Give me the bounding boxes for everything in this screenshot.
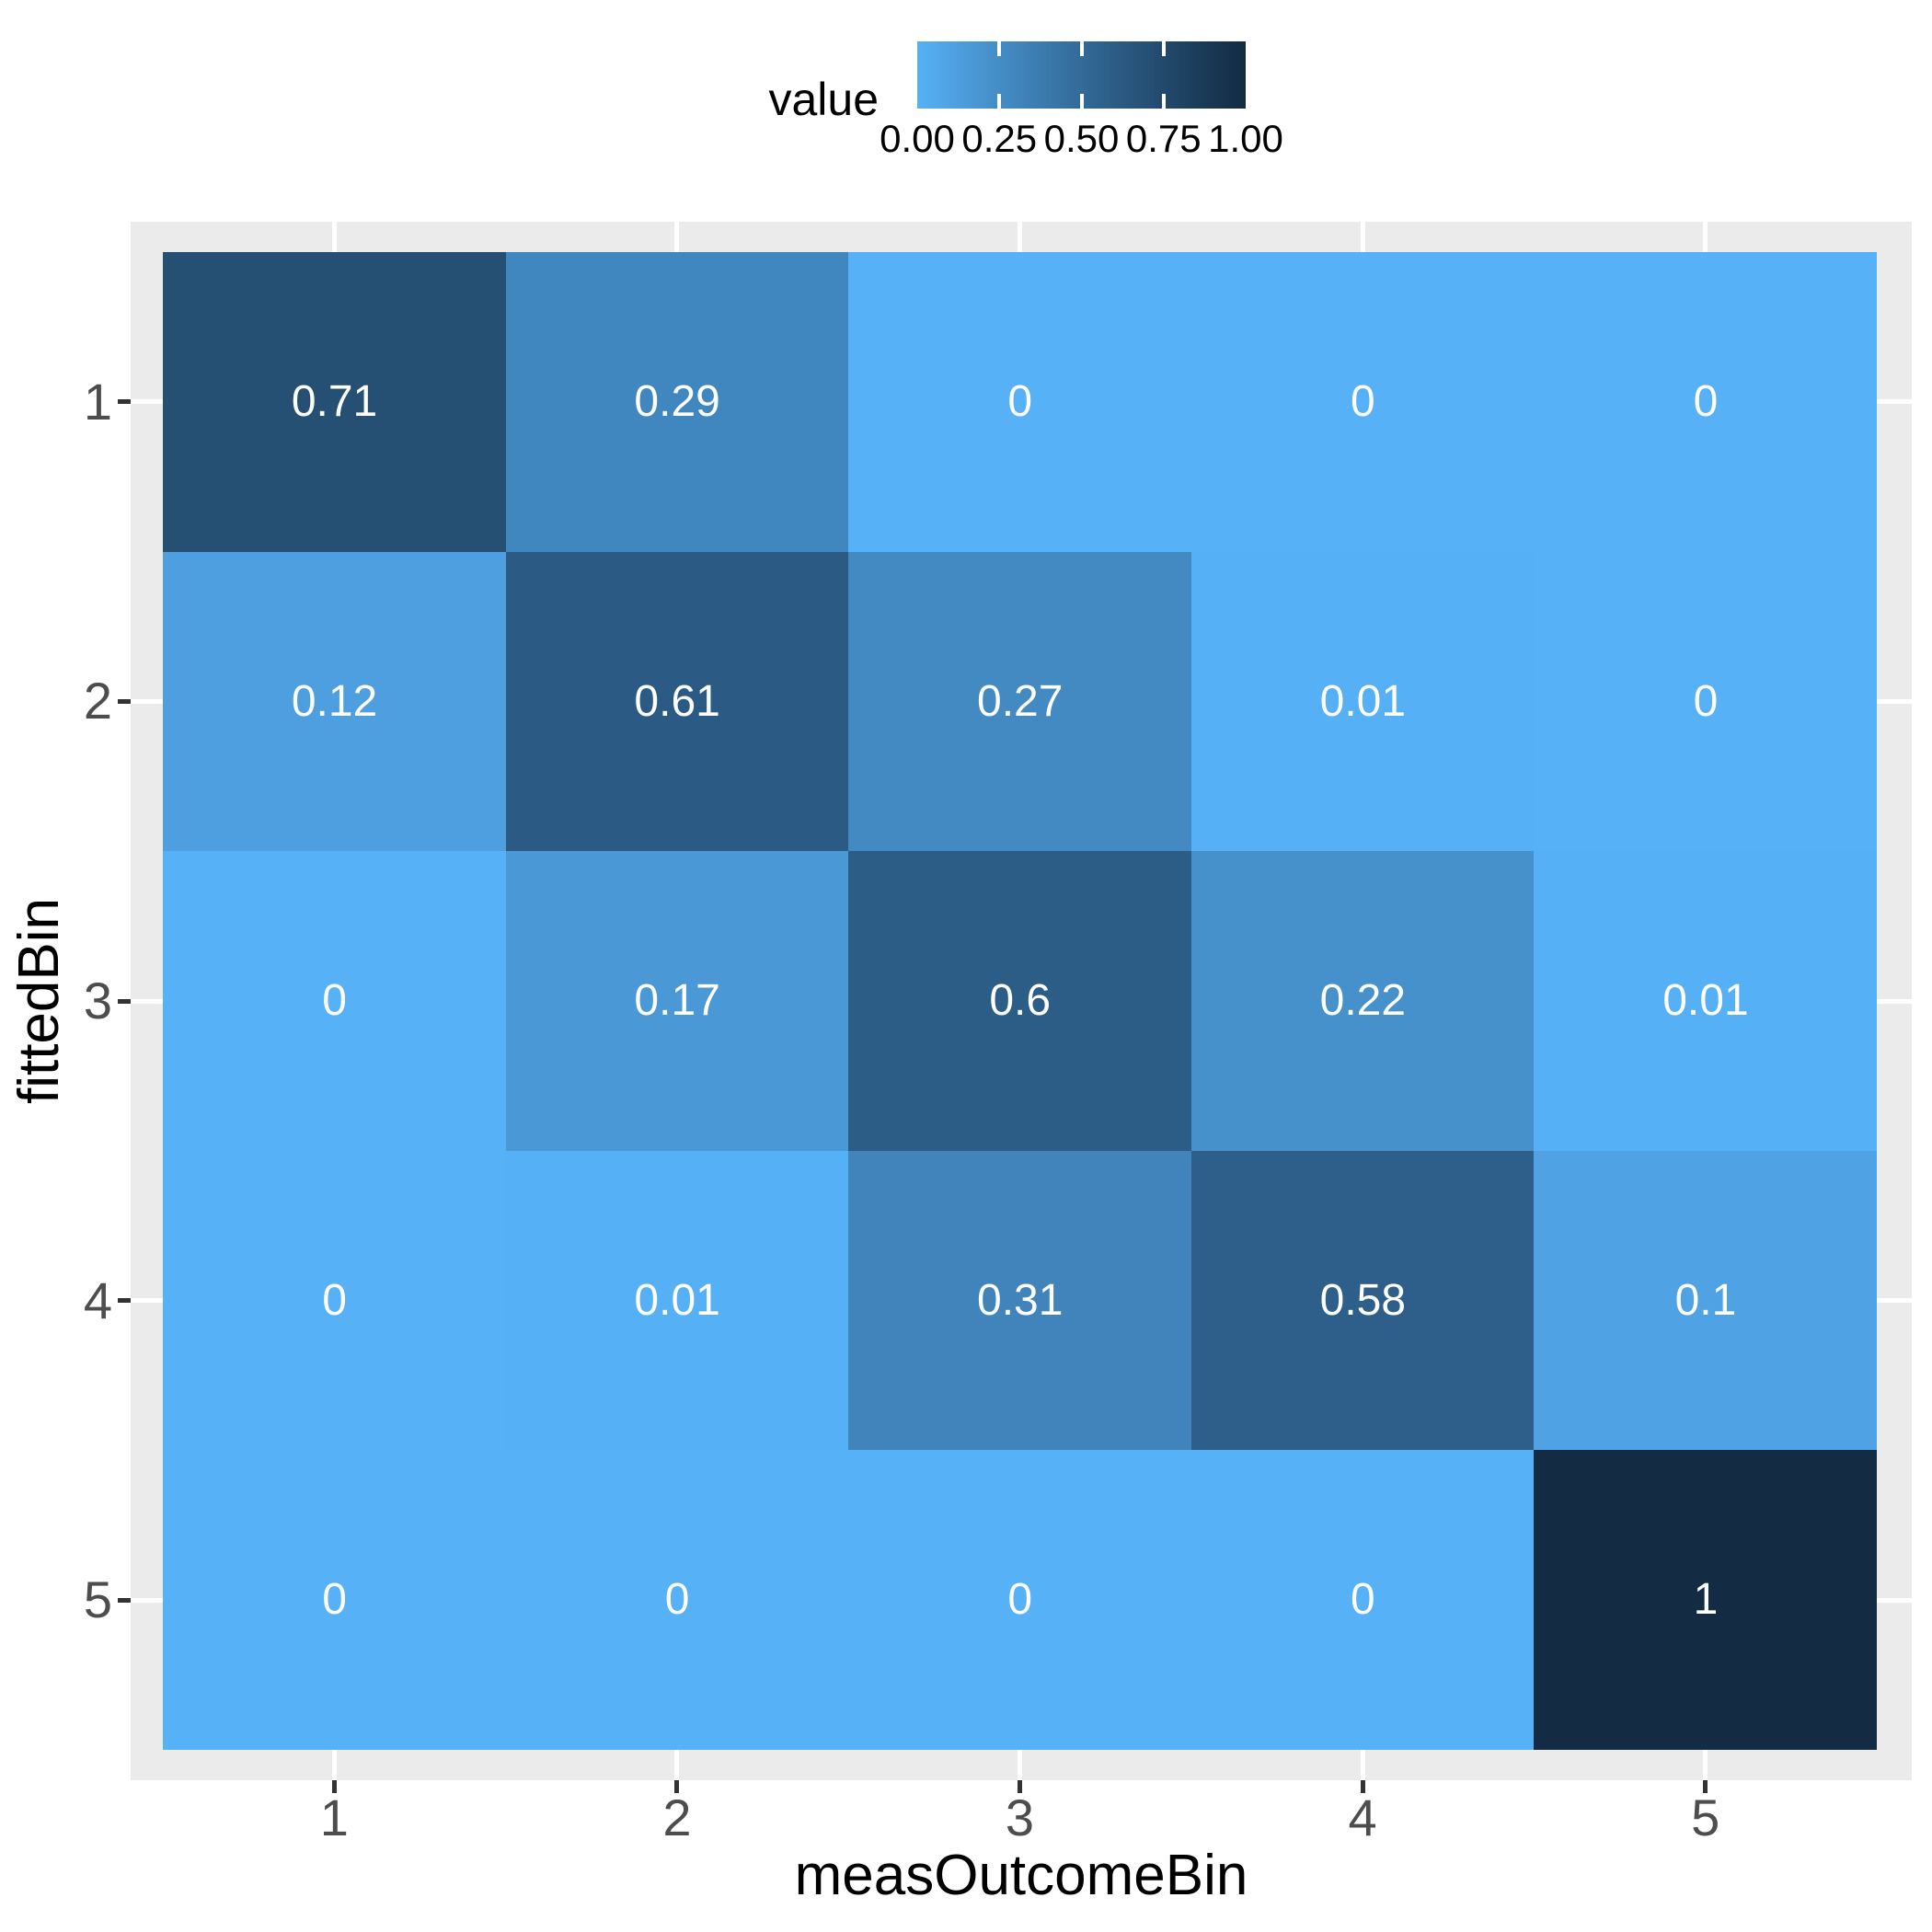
heatmap-cell: 0: [505, 1450, 849, 1751]
heatmap-cell: 0.01: [1534, 851, 1878, 1152]
cell-value-label: 0: [1693, 377, 1719, 427]
heatmap-cell: 0.1: [1534, 1150, 1878, 1451]
x-tick-mark: [1360, 1780, 1365, 1793]
legend-colorbar-tick: [1079, 94, 1084, 109]
y-tick-label: 2: [83, 672, 112, 730]
cell-value-label: 0: [1350, 1575, 1375, 1625]
heatmap-cell: 0: [848, 1450, 1192, 1751]
legend-colorbar: [917, 41, 1246, 109]
heatmap-cell: 0.71: [163, 252, 507, 553]
legend-tick-label: 0.00: [880, 117, 955, 160]
x-tick-mark: [674, 1780, 680, 1793]
legend-title: value: [768, 74, 879, 125]
legend-colorbar-tick: [1161, 41, 1166, 56]
cell-value-label: 0.61: [634, 676, 720, 726]
cell-value-label: 0.1: [1674, 1275, 1737, 1325]
legend-tick-label: 0.25: [961, 117, 1038, 160]
y-tick-mark: [118, 399, 131, 405]
cell-value-label: 0: [322, 1575, 347, 1625]
heatmap-cell: 0.31: [848, 1150, 1192, 1451]
cell-value-label: 0: [664, 1575, 690, 1625]
y-axis-title: fittedBin: [7, 897, 71, 1105]
legend-tick-label: 0.50: [1043, 117, 1120, 160]
heatmap-cell: 0: [848, 252, 1192, 553]
heatmap-cell: 0.01: [1190, 551, 1535, 852]
heatmap-cell: 0: [1534, 252, 1878, 553]
legend-colorbar-tick: [1161, 94, 1166, 109]
x-tick-mark: [331, 1780, 337, 1793]
cell-value-label: 0.01: [1662, 976, 1749, 1026]
x-tick-label: 2: [662, 1788, 692, 1846]
cell-value-label: 0: [322, 976, 347, 1026]
x-tick-label: 3: [1005, 1788, 1035, 1846]
y-tick-mark: [118, 1597, 131, 1603]
heatmap-cell: 0.27: [848, 551, 1192, 852]
x-tick-label: 4: [1348, 1788, 1377, 1846]
heatmap-cell: 0.58: [1190, 1150, 1535, 1451]
legend-tick-label: 0.75: [1125, 117, 1202, 160]
heatmap-cell: 0.01: [505, 1150, 849, 1451]
cell-value-label: 0.22: [1319, 976, 1407, 1026]
x-tick-label: 5: [1691, 1788, 1720, 1846]
heatmap-cell: 0.29: [505, 252, 849, 553]
heatmap-cell: 0: [163, 851, 507, 1152]
cell-value-label: 0: [1007, 377, 1033, 427]
y-tick-mark: [118, 698, 131, 704]
plot-panel: 0.71 0.29 0 0 0 0.12 0.61 0.27 0.01 0 0 0.17 0.6 0.22…: [131, 222, 1912, 1780]
cell-value-label: 0.58: [1319, 1275, 1407, 1325]
x-tick-mark: [1703, 1780, 1708, 1793]
heatmap-cell: 0.17: [505, 851, 849, 1152]
cell-value-label: 0: [1693, 676, 1719, 726]
legend-tick-label: 1.00: [1208, 117, 1283, 160]
legend-colorbar-tick: [1079, 41, 1084, 56]
heatmap-cell: 0.6: [848, 851, 1192, 1152]
y-tick-label: 4: [83, 1271, 112, 1329]
cell-value-label: 0: [1350, 377, 1375, 427]
heatmap-cell: 0.12: [163, 551, 507, 852]
cell-value-label: 0.27: [977, 676, 1064, 726]
heatmap-cell: 0: [1190, 1450, 1535, 1751]
y-tick-mark: [118, 1298, 131, 1304]
legend-colorbar-tick: [997, 94, 1002, 109]
cell-value-label: 0: [1007, 1575, 1033, 1625]
heatmap-cell: 0: [163, 1450, 507, 1751]
y-tick-label: 5: [83, 1570, 112, 1629]
cell-value-label: 0.01: [1319, 676, 1407, 726]
cell-value-label: 0.6: [989, 976, 1052, 1026]
cell-value-label: 0.12: [291, 676, 378, 726]
y-tick-label: 3: [83, 972, 112, 1029]
legend-colorbar-tick: [997, 41, 1002, 56]
heatmap-cell: 0: [1190, 252, 1535, 553]
cell-value-label: 0.01: [634, 1275, 720, 1325]
heatmap-cell: 0: [1534, 551, 1878, 852]
y-tick-mark: [118, 998, 131, 1004]
heatmap-cell: 0.61: [505, 551, 849, 852]
heatmap-cell: 0.22: [1190, 851, 1535, 1152]
x-tick-mark: [1018, 1780, 1022, 1793]
cell-value-label: 0: [322, 1275, 347, 1325]
x-axis-title: measOutcomeBin: [794, 1844, 1248, 1907]
cell-value-label: 0.29: [634, 377, 720, 427]
y-tick-label: 1: [83, 372, 112, 431]
cell-value-label: 1: [1693, 1575, 1719, 1625]
heatmap-cell: 0: [163, 1150, 507, 1451]
heatmap-cell: 1: [1534, 1450, 1878, 1751]
cell-value-label: 0.17: [634, 976, 720, 1026]
cell-value-label: 0.71: [291, 377, 378, 427]
cell-value-label: 0.31: [977, 1275, 1064, 1325]
x-tick-label: 1: [319, 1788, 349, 1846]
